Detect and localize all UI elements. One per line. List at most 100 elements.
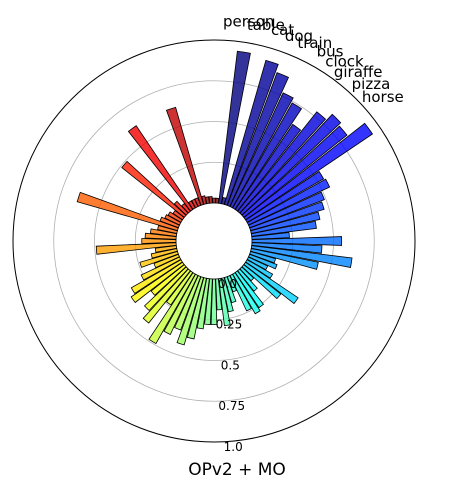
polar-bar: [249, 250, 277, 264]
polar-bar: [205, 196, 210, 205]
polar-bar: [251, 242, 323, 254]
polar-bar: [246, 178, 331, 226]
polar-bar: [218, 50, 251, 205]
polar-bar: [154, 245, 178, 253]
radial-tick-label: 0.5: [221, 358, 240, 372]
polar-bar: [226, 72, 290, 207]
polar-bar: [226, 275, 238, 293]
polar-bar: [221, 196, 227, 205]
polar-bar: [239, 113, 342, 216]
polar-bar: [150, 248, 178, 259]
polar-bar: [173, 200, 189, 216]
polar-bar: [245, 259, 274, 279]
polar-bar-chart: 0.0 0.25 0.5 0.75 1.0 persontablecatdogtrainb…: [12, 13, 416, 454]
polar-bar: [149, 228, 178, 237]
polar-bar: [143, 266, 189, 312]
polar-bar: [187, 200, 196, 210]
polar-bar: [141, 238, 177, 244]
polar-bar: [239, 266, 255, 282]
polar-bar: [174, 275, 202, 331]
polar-bar: [248, 191, 325, 229]
polar-bar: [148, 272, 196, 345]
polar-bar: [243, 122, 374, 221]
polar-bar: [251, 236, 343, 246]
radial-tick-label: 0.25: [216, 318, 243, 332]
category-label: giraffe: [334, 63, 383, 81]
category-label: table: [247, 16, 285, 34]
radial-tick-label: 0.0: [218, 277, 237, 291]
polar-bar: [127, 125, 194, 212]
polar-bar: [121, 160, 187, 218]
polar-bar: [250, 245, 353, 268]
category-label: pizza: [352, 75, 391, 93]
category-label: train: [297, 34, 332, 52]
polar-bar: [234, 123, 302, 212]
polar-bar: [245, 170, 325, 223]
polar-bar: [159, 216, 180, 229]
category-label: cat: [271, 21, 294, 39]
polar-bar: [241, 264, 282, 300]
polar-bar: [251, 232, 290, 240]
polar-bar: [196, 277, 210, 330]
category-label: horse: [362, 88, 404, 106]
polar-bar: [150, 264, 187, 296]
polar-bar: [229, 273, 252, 312]
polar-bar: [250, 220, 317, 237]
polar-bar: [153, 253, 180, 269]
polar-bar: [237, 268, 258, 292]
polar-bar: [204, 278, 213, 325]
polar-bar: [172, 210, 185, 221]
polar-outer-circle: [12, 39, 416, 443]
category-label: bus: [317, 43, 344, 61]
polar-bar: [144, 232, 177, 240]
polar-bar: [130, 259, 183, 294]
polar-bar: [232, 102, 303, 210]
category-label: clock: [325, 52, 364, 70]
polar-bar: [167, 211, 183, 223]
polar-bar: [212, 197, 216, 204]
polar-bar: [215, 278, 223, 311]
radial-tick-label: 1.0: [224, 440, 243, 454]
polar-bar: [223, 59, 279, 206]
polar-bar: [208, 196, 213, 204]
polar-bar: [130, 261, 185, 304]
polar-bar: [181, 203, 191, 214]
polar-bar: [191, 198, 199, 209]
polar-bar: [223, 276, 237, 304]
polar-bar: [165, 270, 194, 306]
chart-title: OPv2 + MO: [188, 460, 286, 480]
radial-tick-label: 0.75: [218, 399, 245, 413]
polar-bar: [234, 270, 265, 309]
polar-bar: [210, 278, 218, 326]
polar-bar: [139, 250, 179, 268]
polar-bar: [221, 277, 234, 313]
polar-bar: [165, 106, 205, 206]
polar-bar: [246, 256, 269, 271]
polar-bar: [142, 268, 191, 324]
polar-bar: [186, 277, 207, 340]
polar-bar: [229, 92, 294, 209]
polar-bar: [201, 195, 207, 205]
polar-bar: [95, 242, 177, 255]
polar-bar: [218, 277, 231, 327]
polar-bar: [250, 248, 319, 270]
polar-bar: [76, 191, 179, 232]
polar-bar: [163, 273, 199, 336]
polar-bar: [157, 225, 178, 234]
polar-bar: [164, 214, 182, 226]
category-label: person: [223, 13, 274, 31]
polar-bar: [194, 197, 202, 207]
polar-bar: [249, 201, 325, 232]
polar-bar: [237, 111, 327, 214]
polar-bar: [241, 125, 348, 218]
polar-bar: [215, 197, 220, 204]
polar-bar: [250, 211, 321, 234]
polar-bar: [140, 256, 182, 281]
category-label: dog: [285, 27, 313, 45]
polar-bar: [176, 276, 205, 346]
radial-grid-circle: [53, 80, 375, 402]
polar-bar: [243, 261, 299, 305]
polar-bar: [248, 253, 278, 270]
polar-bar: [232, 272, 261, 315]
